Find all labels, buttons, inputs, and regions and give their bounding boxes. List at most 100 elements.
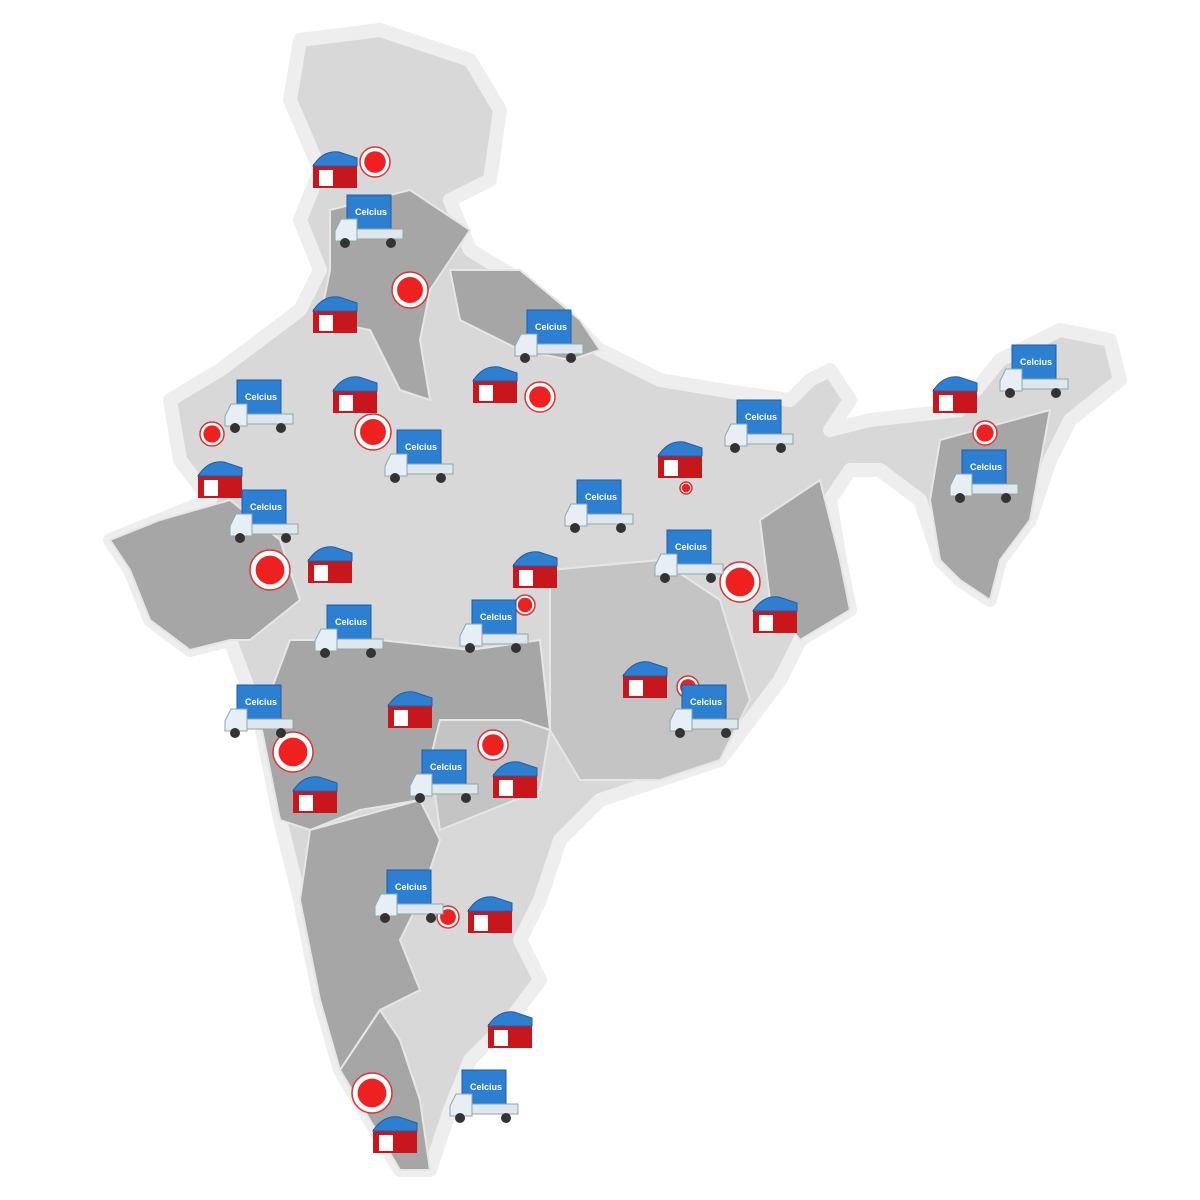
dot-center	[517, 597, 533, 613]
markers: Celcius Celcius Celcius Celcius Celcius Celci…	[197, 146, 1069, 1153]
warehouse-icon	[487, 1011, 533, 1048]
location-dot	[199, 421, 225, 447]
truck-wheel	[390, 473, 400, 483]
warehouse-door	[759, 615, 773, 631]
warehouse-icon	[197, 461, 243, 498]
warehouse-icon	[332, 376, 378, 413]
warehouse-door	[629, 680, 643, 696]
truck-icon: Celcius	[224, 379, 294, 433]
truck-icon: Celcius	[334, 194, 404, 248]
warehouse-roof	[372, 1116, 418, 1132]
location-dot	[524, 381, 556, 413]
warehouse-icon	[752, 596, 798, 633]
warehouse-icon	[622, 661, 668, 698]
warehouse-icon	[292, 776, 338, 813]
truck-wheel	[1051, 388, 1061, 398]
warehouse-door	[394, 710, 408, 726]
warehouse-door	[339, 395, 353, 411]
warehouse-door	[379, 1135, 393, 1151]
truck-wheel	[276, 423, 286, 433]
truck-label: Celcius	[970, 462, 1002, 472]
truck-wheel	[366, 648, 376, 658]
region	[928, 408, 1052, 602]
truck-bed	[431, 783, 479, 795]
dot-center	[364, 151, 386, 173]
dot-center	[255, 555, 285, 585]
truck-wheel	[281, 533, 291, 543]
truck-label: Celcius	[1020, 357, 1052, 367]
region	[298, 798, 442, 1073]
region	[108, 498, 302, 652]
truck-icon: Celcius	[514, 309, 584, 363]
truck-icon: Celcius	[314, 604, 384, 658]
warehouse-door	[204, 480, 218, 496]
truck-wheel	[230, 728, 240, 738]
dot-center	[976, 424, 994, 442]
truck-wheel	[721, 728, 731, 738]
dot-center	[681, 483, 691, 493]
warehouse-roof	[492, 761, 538, 777]
truck-icon: Celcius	[459, 599, 529, 653]
warehouse-roof	[292, 776, 338, 792]
truck-icon: Celcius	[449, 1069, 519, 1123]
warehouse-roof	[387, 691, 433, 707]
truck-icon: Celcius	[669, 684, 739, 738]
warehouse-roof	[512, 551, 558, 567]
warehouse-icon	[512, 551, 558, 588]
truck-icon: Celcius	[564, 479, 634, 533]
truck-bed	[406, 463, 454, 475]
location-dot	[354, 413, 392, 451]
country	[103, 23, 1127, 1177]
dot-center	[203, 425, 221, 443]
location-dot	[391, 271, 429, 309]
truck-icon: Celcius	[724, 399, 794, 453]
truck-wheel	[1005, 388, 1015, 398]
truck-wheel	[465, 643, 475, 653]
truck-bed	[971, 483, 1019, 495]
truck-wheel	[501, 1113, 511, 1123]
truck-cargo	[1011, 344, 1057, 380]
location-dot	[351, 1072, 393, 1114]
warehouse-roof	[467, 896, 513, 912]
truck-bed	[246, 413, 294, 425]
truck-wheel	[1001, 493, 1011, 503]
truck-icon: Celcius	[224, 684, 294, 738]
warehouse-roof	[332, 376, 378, 392]
truck-bed	[676, 563, 724, 575]
location-dot	[679, 481, 693, 495]
warehouse-door	[494, 1030, 508, 1046]
truck-icon: Celcius	[654, 529, 724, 583]
truck-wheel	[340, 238, 350, 248]
warehouse-icon	[372, 1116, 418, 1153]
truck-bed	[336, 638, 384, 650]
warehouse-roof	[932, 376, 978, 392]
warehouse-door	[319, 170, 333, 186]
truck-cargo	[681, 684, 727, 720]
warehouse-door	[939, 395, 953, 411]
truck-bed	[1021, 378, 1069, 390]
truck-label: Celcius	[675, 542, 707, 552]
warehouse-icon	[657, 441, 703, 478]
truck-wheel	[455, 1113, 465, 1123]
truck-label: Celcius	[405, 442, 437, 452]
warehouse-icon	[307, 546, 353, 583]
warehouse-icon	[472, 366, 518, 403]
truck-icon: Celcius	[999, 344, 1069, 398]
truck-label: Celcius	[245, 697, 277, 707]
warehouse-door	[474, 915, 488, 931]
truck-bed	[481, 633, 529, 645]
dot-center	[440, 909, 456, 925]
truck-wheel	[386, 238, 396, 248]
truck-bed	[251, 523, 299, 535]
warehouse-roof	[752, 596, 798, 612]
warehouse-door	[479, 385, 493, 401]
truck-label: Celcius	[585, 492, 617, 502]
truck-wheel	[415, 793, 425, 803]
location-dot	[249, 549, 291, 591]
warehouse-door	[499, 780, 513, 796]
truck-label: Celcius	[395, 882, 427, 892]
truck-label: Celcius	[355, 207, 387, 217]
warehouse-icon	[312, 296, 358, 333]
truck-icon: Celcius	[229, 489, 299, 543]
warehouse-door	[314, 565, 328, 581]
